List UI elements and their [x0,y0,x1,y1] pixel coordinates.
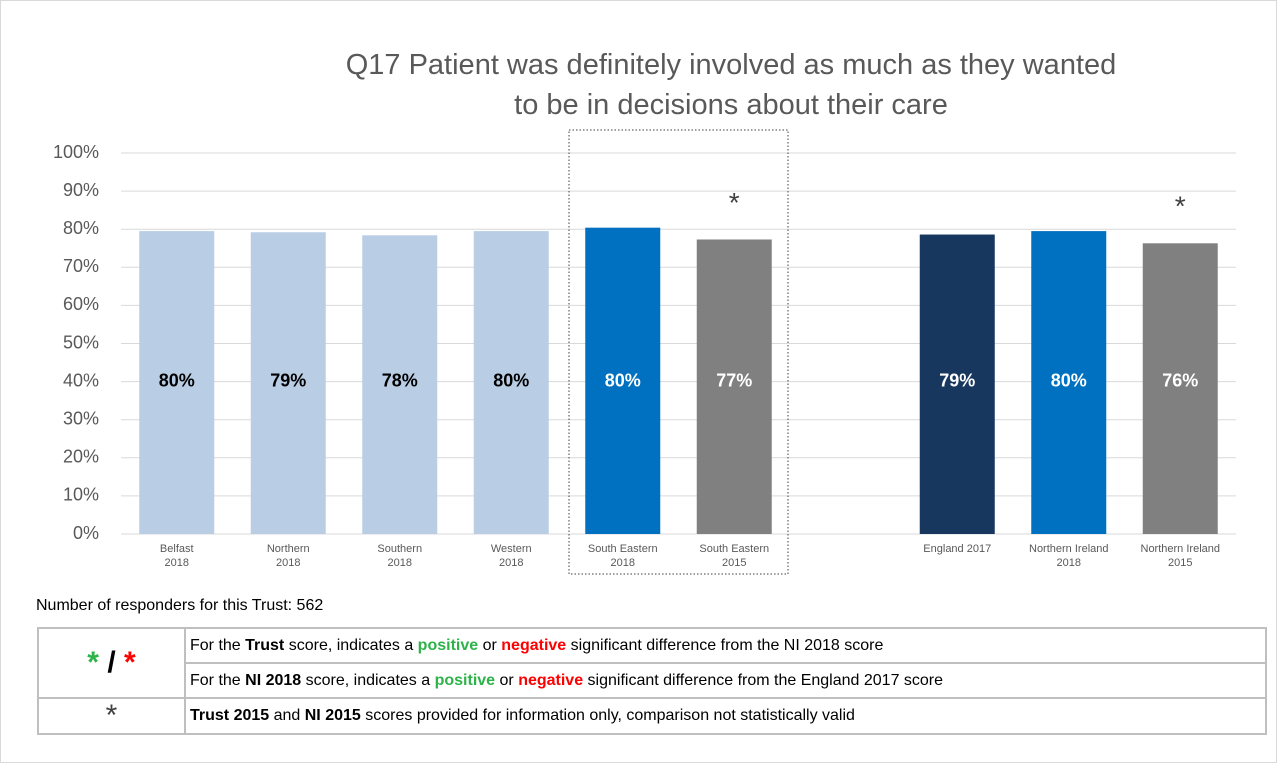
y-tick-label: 20% [63,447,99,467]
x-tick-label: Western 2018 [490,543,532,569]
legend-text: significant difference from the England … [583,671,944,689]
legend-text: score, indicates a [284,636,418,654]
legend-table: * / * For the Trust score, indicates a po… [37,627,1267,735]
bar [585,227,661,534]
value-label: 77% [716,370,752,390]
legend-text: score, indicates a [301,671,435,689]
legend-text: Trust [245,636,285,654]
y-tick-label: 70% [63,256,99,276]
bar [1142,243,1218,534]
x-tick-label: South Eastern 2015 [699,543,770,569]
legend-text: significant difference from the NI 2018 … [566,636,884,654]
significance-marker: * [1175,191,1186,222]
value-label: 80% [1051,370,1087,390]
legend-text: or [495,671,519,689]
y-tick-label: 80% [63,218,99,238]
bar [696,239,772,534]
legend-text: negative [501,636,567,654]
legend-text: or [478,636,502,654]
value-label: 78% [382,370,418,390]
legend-symbol: * / * [37,627,186,699]
highlight-box [568,129,789,575]
chart-title: Q17 Patient was definitely involved as m… [345,49,1117,121]
bar [473,231,549,535]
y-tick-label: 40% [63,370,99,390]
legend-text: positive [434,671,496,689]
symbol-part: * [87,646,99,679]
value-label: 79% [270,370,306,390]
value-label: 80% [159,370,195,390]
x-tick-label: Northern 2018 [266,543,310,569]
legend-row: For the NI 2018 score, indicates a posit… [38,662,1267,699]
y-tick-label: 60% [63,294,99,314]
significance-marker: * [729,187,740,218]
value-label: 79% [939,370,975,390]
value-label: 80% [493,370,529,390]
y-tick-label: 0% [73,523,99,543]
value-label: 80% [605,370,641,390]
chart: 0% 10% 20% 30% 40% 50% 60% 70% 80% 90% 100% 80% 79% 7… [53,129,1236,575]
bar [919,234,995,534]
bar [139,231,215,535]
bar [250,232,326,535]
legend-description: Trust 2015 and NI 2015 scores provided f… [184,697,1267,735]
legend-description: For the NI 2018 score, indicates a posit… [184,662,1267,699]
legend-text: NI 2018 [245,671,302,689]
symbol-part: * [124,646,136,679]
legend-text: scores provided for information only, co… [360,707,855,724]
x-tick-label: Northern Ireland 2018 [1029,543,1109,569]
legend-row: * / * For the Trust score, indicates a po… [37,627,1267,699]
note: Number of responders for this Trust: 562 [36,597,324,614]
y-tick-label: 10% [63,485,99,505]
legend-text: NI 2015 [304,707,361,724]
x-tick-label: Southern 2018 [377,543,423,569]
y-tick-label: 50% [63,332,99,352]
bar [1031,231,1107,535]
x-tick-label: Belfast 2018 [159,543,194,569]
value-label: 76% [1162,370,1198,390]
legend-row: * Trust 2015 and NI 2015 scores provided … [37,697,1267,735]
symbol-part: / [107,646,116,679]
legend-description: For the Trust score, indicates a positiv… [184,627,1267,664]
legend-text: For the [190,671,246,689]
y-tick-label: 30% [63,408,99,428]
y-tick-label: 90% [63,180,99,200]
legend-text: For the [190,636,246,654]
legend-symbol: * [37,697,186,735]
symbol-part: * [105,699,118,732]
legend-text: and [269,707,305,724]
x-tick-label: England 2017 [923,543,992,555]
legend-text: negative [518,671,584,689]
x-tick-label: South Eastern 2018 [587,543,658,569]
y-tick-label: 100% [53,142,99,162]
legend-text: positive [417,636,479,654]
x-tick-label: Northern Ireland 2015 [1140,543,1221,569]
legend-text: Trust 2015 [190,707,270,724]
bar [362,235,438,534]
